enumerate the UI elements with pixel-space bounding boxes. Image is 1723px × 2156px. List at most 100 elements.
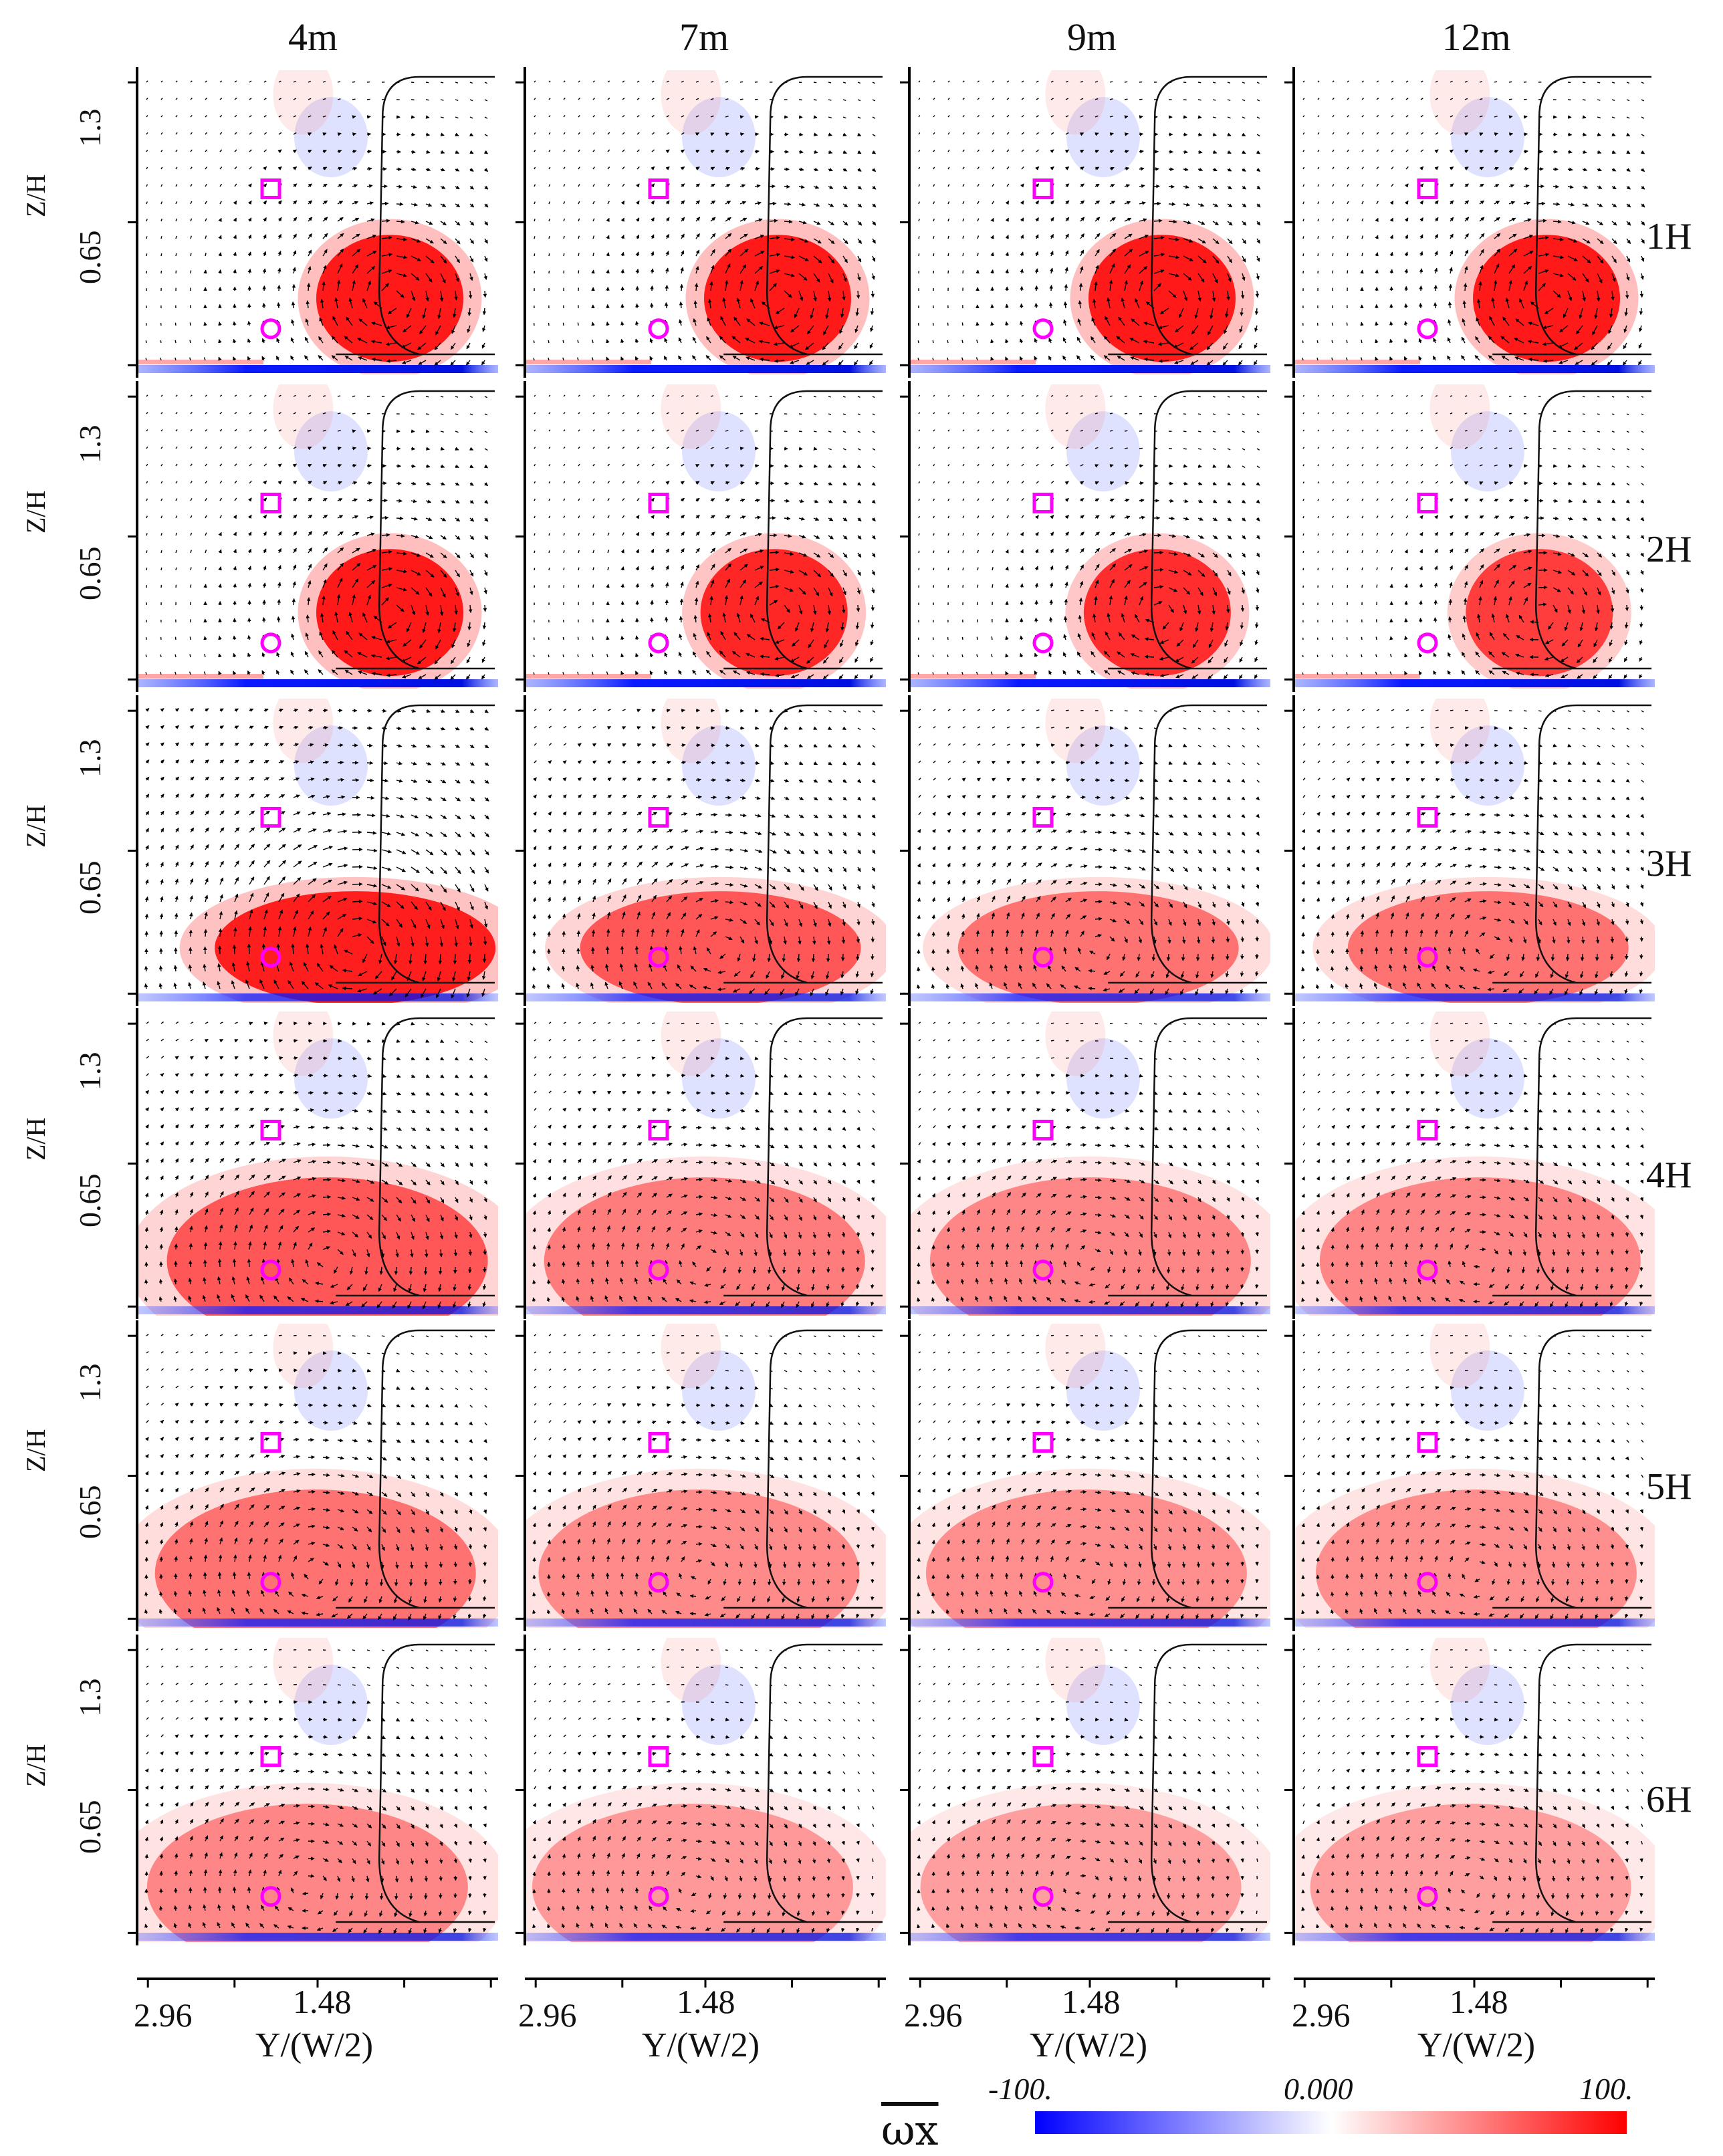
row-title-3h: 3H (1646, 843, 1692, 884)
square-marker (648, 806, 669, 828)
square-marker (648, 1431, 669, 1453)
colorbar-min-label: -100. (988, 2072, 1052, 2106)
panel-r3-c1 (137, 699, 498, 1003)
panel-r2-c4 (1294, 384, 1655, 689)
row-title-5h: 5H (1646, 1466, 1692, 1508)
y-tick-0.65: 0.65 (73, 1800, 107, 1854)
y-tick-1.3: 1.3 (73, 1363, 107, 1403)
panel-r1-c2 (525, 70, 886, 374)
square-marker (648, 178, 669, 199)
circle-marker (648, 632, 669, 654)
y-tick-1.3: 1.3 (73, 1678, 107, 1717)
row-title-4h: 4H (1646, 1155, 1692, 1196)
panel-r3-c2 (525, 699, 886, 1003)
y-axis-label: Z/H (21, 1429, 51, 1472)
square-marker (1032, 492, 1054, 513)
row-title-2h: 2H (1646, 529, 1692, 570)
panel-r5-c1 (137, 1324, 498, 1628)
row-title-6h: 6H (1646, 1779, 1692, 1820)
square-marker (1032, 1746, 1054, 1767)
colorbar-label-text: ωx (881, 2106, 939, 2155)
column-title-9m: 9m (1066, 15, 1117, 59)
square-marker (1417, 178, 1438, 199)
circle-marker (1417, 318, 1438, 340)
circle-marker (260, 632, 281, 654)
y-tick-0.65: 0.65 (73, 1485, 107, 1540)
panel-r5-c4 (1294, 1324, 1655, 1628)
square-marker (648, 1119, 669, 1141)
x-tick-1.48: 1.48 (293, 1983, 352, 2020)
panel-r6-c1 (137, 1638, 498, 1942)
colorbar (1035, 2111, 1627, 2134)
x-tick-1.48: 1.48 (1450, 1983, 1508, 2020)
panel-r5-c2 (525, 1324, 886, 1628)
square-marker (1417, 1431, 1438, 1453)
panel-r6-c2 (525, 1638, 886, 1942)
column-title-4m: 4m (288, 15, 338, 59)
column-title-7m: 7m (679, 15, 729, 59)
x-tick-1.48: 1.48 (1062, 1983, 1121, 2020)
circle-marker (1417, 632, 1438, 654)
square-marker (260, 492, 281, 513)
square-marker (1417, 1746, 1438, 1767)
panel-r1-c1 (137, 70, 498, 374)
square-marker (1417, 1119, 1438, 1141)
panel-r6-c3 (909, 1638, 1270, 1942)
panel-r2-c2 (525, 384, 886, 689)
square-marker (1032, 1119, 1054, 1141)
panel-r2-c3 (909, 384, 1270, 689)
y-tick-0.65: 0.65 (73, 860, 107, 915)
column-title-12m: 12m (1442, 15, 1511, 59)
y-tick-0.65: 0.65 (73, 546, 107, 601)
square-marker (260, 1746, 281, 1767)
y-axis-label: Z/H (21, 490, 51, 533)
y-axis-label: Z/H (21, 804, 51, 848)
row-title-1h: 1H (1646, 216, 1692, 257)
square-marker (1417, 492, 1438, 513)
x-axis-label: Y/(W/2) (641, 2026, 760, 2064)
x-axis-label: Y/(W/2) (1417, 2026, 1536, 2064)
y-tick-0.65: 0.65 (73, 230, 107, 285)
colorbar-mid-label: 0.000 (1284, 2072, 1353, 2106)
square-marker (1032, 806, 1054, 828)
x-tick-1.48: 1.48 (677, 1983, 735, 2020)
square-marker (260, 806, 281, 828)
square-marker (260, 178, 281, 199)
panel-r4-c1 (137, 1011, 498, 1316)
square-marker (648, 1746, 669, 1767)
y-axis-label: Z/H (21, 1117, 51, 1161)
x-axis-label: Y/(W/2) (1029, 2026, 1148, 2064)
y-tick-1.3: 1.3 (73, 1052, 107, 1091)
y-tick-1.3: 1.3 (73, 425, 107, 464)
panel-r1-c3 (909, 70, 1270, 374)
y-tick-1.3: 1.3 (73, 739, 107, 778)
panel-r3-c4 (1294, 699, 1655, 1003)
panel-r1-c4 (1294, 70, 1655, 374)
x-tick-2.96: 2.96 (1292, 1996, 1351, 2034)
panel-r4-c2 (525, 1011, 886, 1316)
square-marker (1032, 1431, 1054, 1453)
square-marker (648, 492, 669, 513)
colorbar-max-label: 100. (1579, 2072, 1633, 2106)
x-axis-label: Y/(W/2) (255, 2026, 374, 2064)
panel-r4-c4 (1294, 1011, 1655, 1316)
x-tick-2.96: 2.96 (134, 1996, 193, 2034)
x-tick-2.96: 2.96 (518, 1996, 577, 2034)
square-marker (260, 1431, 281, 1453)
y-tick-1.3: 1.3 (73, 108, 107, 148)
square-marker (260, 1119, 281, 1141)
circle-marker (260, 318, 281, 340)
panel-r5-c3 (909, 1324, 1270, 1628)
circle-marker (648, 318, 669, 340)
y-axis-label: Z/H (21, 1744, 51, 1787)
y-axis-label: Z/H (21, 174, 51, 217)
circle-marker (1032, 632, 1054, 654)
panel-r2-c1 (137, 384, 498, 689)
square-marker (1417, 806, 1438, 828)
circle-marker (1032, 318, 1054, 340)
panel-r4-c3 (909, 1011, 1270, 1316)
colorbar-label: ωx (881, 2106, 939, 2155)
x-tick-2.96: 2.96 (904, 1996, 963, 2034)
panel-grid (137, 70, 1655, 1942)
